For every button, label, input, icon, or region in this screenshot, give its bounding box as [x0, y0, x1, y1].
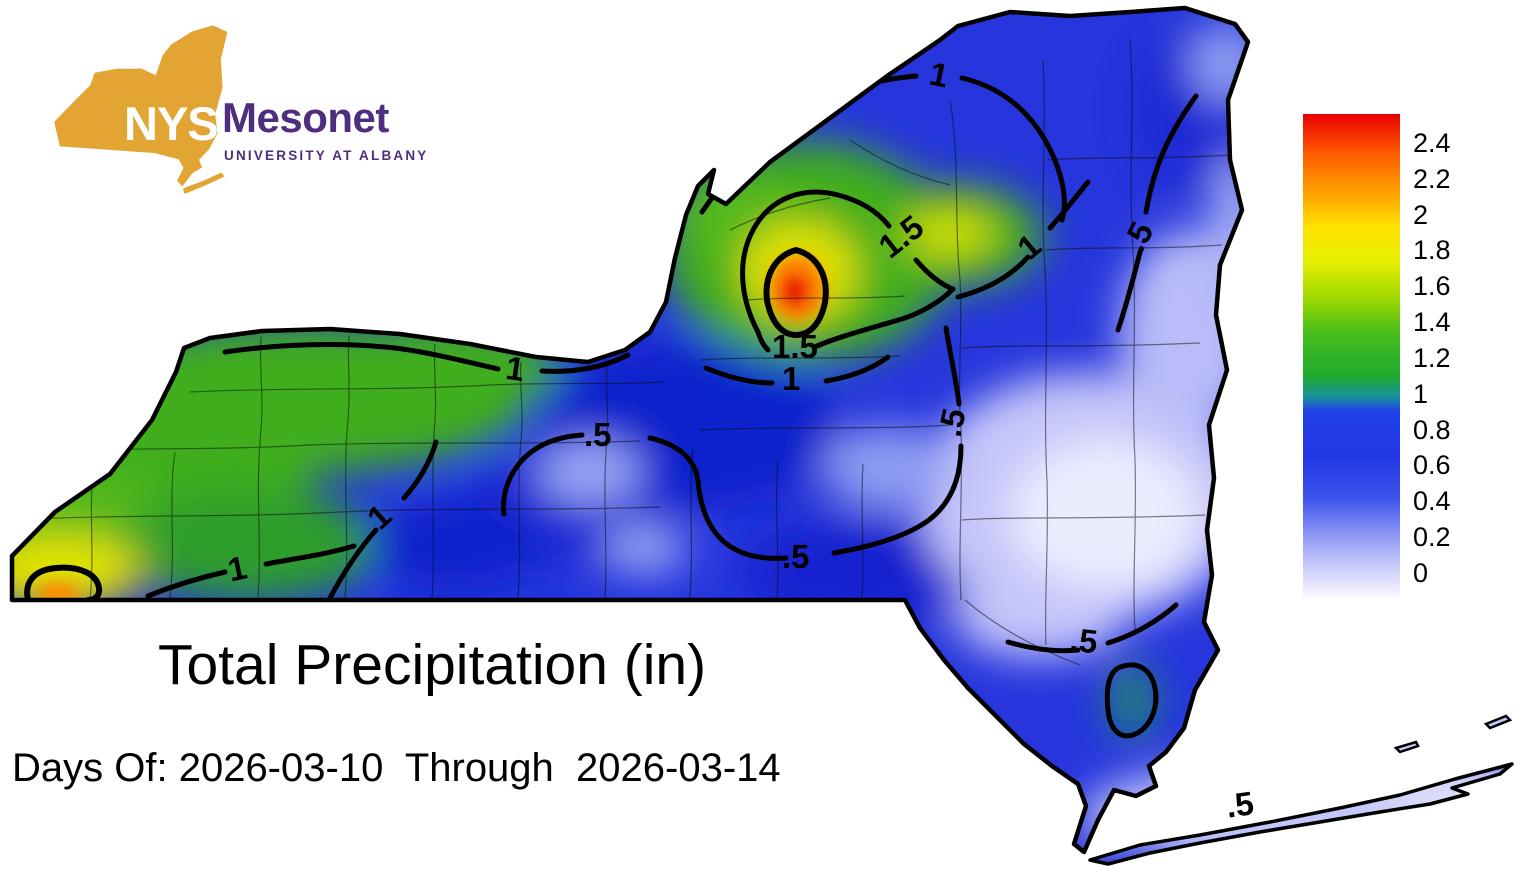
contour-lines	[24, 73, 1391, 833]
colorbar-tick: 1.2	[1413, 342, 1451, 373]
contour-label: .5	[782, 538, 810, 575]
contour-label: .5	[1068, 620, 1100, 661]
ny-state-icon	[54, 25, 228, 195]
colorbar-tick: 0	[1413, 557, 1429, 588]
colorbar: 2.4 2.2 2 1.8 1.6 1.4 1.2 1 0.8 0.6 0.4 …	[1303, 114, 1533, 614]
logo-name: Mesonet	[222, 94, 389, 141]
colorbar-gradient	[1303, 114, 1400, 601]
colorbar-tick: 0.4	[1413, 486, 1451, 517]
colorbar-tick: 2	[1413, 199, 1429, 230]
colorbar-tick: 0.2	[1413, 522, 1451, 553]
map-title: Total Precipitation (in)	[158, 633, 707, 697]
colorbar-tick: 0.6	[1413, 450, 1451, 481]
colorbar-tick: 2.2	[1413, 163, 1451, 194]
date-range: Days Of: 2026-03-10 Through 2026-03-14	[12, 746, 781, 790]
long-island-outline	[1088, 762, 1514, 866]
county-boundaries	[13, 39, 1233, 666]
colorbar-tick: 0.8	[1413, 414, 1451, 445]
logo-subtitle: UNIVERSITY AT ALBANY	[224, 148, 429, 163]
colorbar-tick: 1.4	[1413, 307, 1451, 338]
colorbar-ticks: 2.4 2.2 2 1.8 1.6 1.4 1.2 1 0.8 0.6 0.4 …	[1413, 130, 1493, 587]
contour-label: 1	[782, 360, 801, 397]
logo-acronym: NYS	[124, 97, 219, 150]
contour-label: .5	[584, 416, 612, 453]
colorbar-tick: 1.8	[1413, 235, 1451, 266]
contour-label: .5	[1223, 784, 1256, 825]
island-shelter	[1393, 740, 1420, 754]
colorbar-tick: 2.4	[1413, 128, 1451, 158]
contour-label: 1.5	[772, 328, 818, 365]
colorbar-tick: 1	[1413, 378, 1429, 409]
island-fishers	[1483, 714, 1513, 730]
nys-mesonet-logo: NYS Mesonet UNIVERSITY AT ALBANY	[46, 6, 466, 211]
colorbar-tick: 1.6	[1413, 271, 1451, 302]
ny-state-outline	[9, 5, 1251, 855]
